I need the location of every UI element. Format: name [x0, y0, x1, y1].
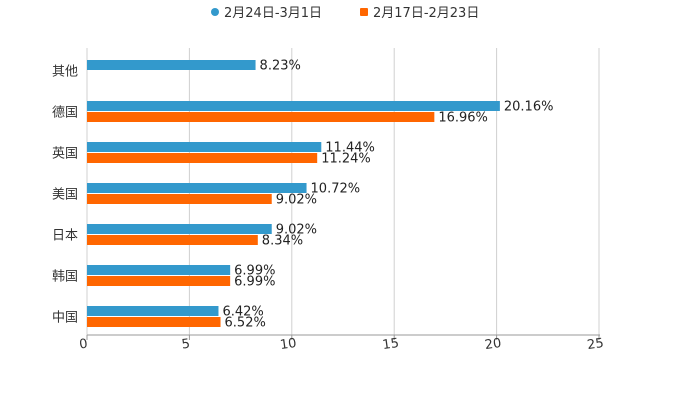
x-tick-label: 15 [381, 336, 399, 353]
data-label: 11.44% [325, 141, 375, 156]
bar [87, 153, 318, 163]
x-tick-label: 5 [181, 337, 191, 353]
data-label: 6.52% [225, 316, 266, 331]
data-label: 11.24% [321, 152, 371, 167]
bar [87, 60, 256, 70]
data-label: 6.99% [234, 264, 275, 279]
legend-label: 2月17日-2月23日 [373, 6, 479, 21]
x-tick-label: 20 [484, 336, 502, 353]
bar [87, 112, 435, 122]
data-label: 8.34% [262, 234, 303, 249]
bar [87, 101, 500, 111]
bar [87, 235, 258, 245]
y-category-label: 其他 [52, 65, 78, 80]
legend-label: 2月24日-3月1日 [224, 6, 322, 21]
bar [87, 317, 221, 327]
x-tick-label: 10 [279, 336, 297, 353]
data-label: 6.99% [234, 275, 275, 290]
x-tick-label: 0 [78, 337, 88, 353]
data-label: 10.72% [311, 182, 361, 197]
bar [87, 142, 322, 152]
y-category-label: 美国 [52, 188, 78, 203]
bar [87, 265, 231, 275]
x-tick-label: 25 [586, 336, 604, 353]
data-label: 9.02% [276, 223, 317, 238]
bar [87, 183, 307, 193]
y-category-label: 德国 [52, 106, 78, 121]
data-label: 9.02% [276, 193, 317, 208]
data-label: 16.96% [438, 111, 488, 126]
y-category-label: 中国 [52, 311, 78, 326]
y-category-label: 日本 [52, 229, 78, 244]
bar [87, 306, 219, 316]
y-category-label: 韩国 [52, 270, 78, 285]
data-label: 6.42% [222, 305, 263, 320]
y-category-label: 英国 [52, 147, 78, 162]
data-label: 20.16% [504, 100, 554, 115]
bar [87, 276, 231, 286]
bar [87, 224, 272, 234]
data-label: 8.23% [260, 59, 301, 74]
bar [87, 194, 272, 204]
legend-marker-square [360, 8, 368, 16]
legend-marker-circle [211, 8, 219, 16]
